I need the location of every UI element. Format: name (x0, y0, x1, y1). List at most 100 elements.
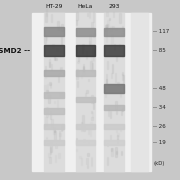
Bar (123, 75, 124, 83)
Bar (44, 27, 64, 36)
Bar (51, 14, 52, 22)
Bar (44, 85, 46, 90)
Bar (47, 84, 48, 93)
Bar (59, 26, 60, 30)
Bar (116, 130, 117, 132)
Bar (61, 24, 63, 31)
Bar (117, 133, 119, 136)
Bar (87, 165, 88, 168)
Bar (116, 56, 117, 62)
Bar (45, 70, 46, 78)
Bar (46, 8, 47, 16)
Bar (110, 26, 112, 31)
Bar (113, 12, 114, 17)
Bar (115, 147, 116, 157)
Bar (121, 109, 122, 115)
Bar (44, 13, 64, 171)
Bar (86, 90, 88, 93)
Bar (105, 25, 107, 31)
Bar (60, 68, 61, 73)
Text: PSMD2 --: PSMD2 -- (0, 48, 31, 54)
Bar (106, 74, 107, 84)
Bar (107, 61, 108, 69)
Bar (91, 22, 93, 28)
Bar (46, 91, 48, 93)
Bar (76, 12, 78, 20)
Bar (77, 61, 79, 64)
Bar (106, 24, 108, 30)
Bar (82, 47, 83, 54)
Bar (91, 55, 93, 60)
Bar (91, 117, 93, 120)
Bar (93, 55, 94, 61)
Bar (55, 143, 57, 148)
Bar (86, 51, 87, 58)
Bar (112, 64, 113, 73)
Bar (93, 33, 94, 37)
Bar (47, 143, 49, 145)
Bar (91, 157, 92, 166)
Bar (44, 124, 64, 129)
Bar (115, 28, 116, 30)
Text: -- 34: -- 34 (153, 105, 166, 110)
Bar (76, 70, 95, 76)
Bar (89, 12, 90, 18)
Bar (104, 105, 124, 110)
Bar (85, 93, 86, 96)
Bar (90, 122, 92, 127)
Bar (58, 74, 59, 82)
Bar (116, 151, 117, 154)
Bar (90, 61, 92, 69)
Bar (114, 73, 116, 82)
Bar (76, 28, 95, 36)
Bar (106, 12, 107, 16)
Bar (110, 134, 111, 140)
Bar (83, 64, 84, 70)
Bar (82, 115, 84, 124)
Bar (122, 73, 123, 80)
Bar (117, 82, 119, 86)
Text: 293: 293 (109, 4, 120, 9)
Bar (54, 129, 55, 132)
Bar (54, 131, 56, 141)
Text: HT-29: HT-29 (45, 4, 63, 9)
Bar (104, 46, 124, 56)
Bar (104, 124, 124, 129)
Bar (56, 48, 58, 51)
Bar (46, 13, 47, 22)
Bar (122, 107, 123, 111)
Bar (44, 92, 64, 98)
Bar (55, 58, 57, 60)
Bar (93, 100, 94, 109)
Bar (120, 125, 121, 131)
Bar (105, 94, 106, 97)
Bar (122, 50, 123, 57)
Bar (76, 46, 95, 56)
Bar (59, 133, 61, 136)
Bar (111, 34, 113, 44)
Bar (131, 13, 148, 171)
Bar (54, 56, 55, 60)
Bar (59, 131, 60, 140)
Bar (46, 107, 48, 117)
Bar (107, 20, 109, 26)
Bar (104, 140, 124, 145)
Bar (32, 13, 151, 171)
Bar (76, 140, 95, 145)
Bar (83, 126, 85, 131)
Bar (61, 125, 62, 131)
Bar (79, 156, 81, 158)
Bar (117, 139, 118, 143)
Bar (44, 35, 46, 43)
Bar (49, 59, 50, 67)
Bar (121, 151, 122, 155)
Bar (88, 79, 89, 81)
Bar (76, 13, 95, 171)
Bar (93, 49, 94, 55)
Bar (60, 67, 62, 71)
Bar (61, 37, 62, 44)
Bar (62, 124, 63, 130)
Bar (92, 112, 93, 117)
Bar (50, 111, 51, 119)
Bar (60, 93, 62, 96)
